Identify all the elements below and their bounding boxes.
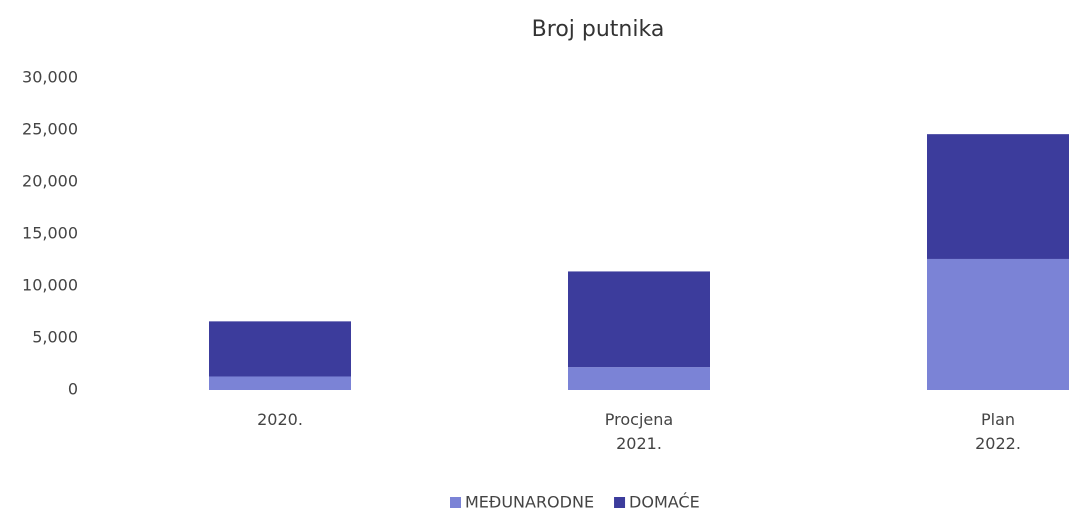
y-tick-label: 0 <box>68 380 78 399</box>
y-tick-label: 25,000 <box>22 120 78 139</box>
bar-segment <box>927 134 1069 259</box>
bar-segment <box>568 367 710 390</box>
legend-label: MEĐUNARODNE <box>465 493 594 512</box>
legend-swatch <box>614 497 626 508</box>
bar-segment <box>209 321 351 377</box>
legend-label: DOMAĆE <box>629 493 700 512</box>
chart-title: Broj putnika <box>532 17 665 42</box>
y-tick-label: 30,000 <box>22 68 78 87</box>
y-tick-label: 20,000 <box>22 172 78 191</box>
bar-segment <box>209 376 351 390</box>
x-tick-label: Procjena 2021. <box>604 410 674 453</box>
bar-segment <box>568 271 710 368</box>
y-tick-label: 15,000 <box>22 224 78 243</box>
legend-swatch <box>450 497 461 508</box>
x-tick-label: 2020. <box>257 410 303 429</box>
y-tick-label: 5,000 <box>32 328 78 347</box>
y-tick-label: 10,000 <box>22 276 78 295</box>
bar-segment <box>927 258 1069 390</box>
x-tick-label: Plan 2022. <box>975 410 1021 453</box>
